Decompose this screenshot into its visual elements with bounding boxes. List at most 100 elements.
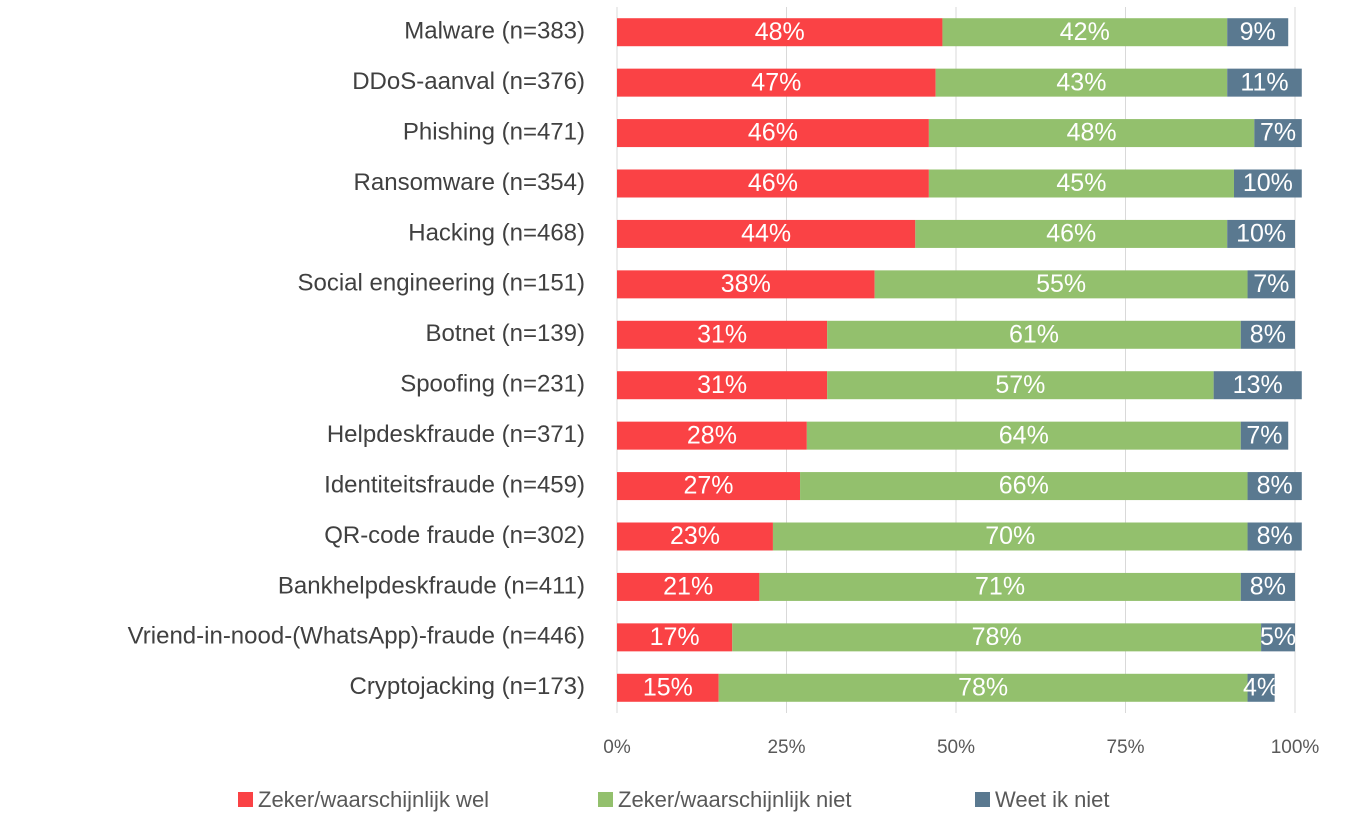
value-label: 28% <box>687 421 737 449</box>
value-label: 7% <box>1260 119 1296 147</box>
legend-label: Zeker/waarschijnlijk niet <box>618 787 852 812</box>
bar-segment <box>1227 68 1302 97</box>
value-label: 10% <box>1236 220 1286 248</box>
legend-swatch <box>975 792 990 807</box>
value-label: 66% <box>999 472 1049 500</box>
bar-segment <box>617 572 760 601</box>
value-label: 11% <box>1240 68 1288 96</box>
value-label: 15% <box>643 673 693 701</box>
bar-segment <box>1247 472 1302 501</box>
value-label: 8% <box>1257 522 1293 550</box>
bar-segment <box>617 371 828 400</box>
bar-segment <box>617 421 807 450</box>
value-label: 64% <box>999 421 1049 449</box>
category-label: Spoofing (n=231) <box>400 371 585 398</box>
category-label: Identiteitsfraude (n=459) <box>324 471 585 498</box>
bar-segment <box>1233 169 1302 198</box>
category-label: Social engineering (n=151) <box>297 270 585 297</box>
bar-segment <box>915 219 1228 248</box>
category-label: Cryptojacking (n=173) <box>350 673 585 700</box>
value-label: 17% <box>650 623 700 651</box>
value-label: 9% <box>1240 18 1276 46</box>
value-label: 10% <box>1243 169 1293 197</box>
value-label: 4% <box>1243 673 1279 701</box>
bar-segment <box>617 623 733 652</box>
bar-segment <box>1213 371 1302 400</box>
bar-segment <box>827 371 1214 400</box>
category-label: Phishing (n=471) <box>403 118 585 145</box>
value-label: 55% <box>1036 270 1086 298</box>
x-tick-label: 75% <box>1106 737 1144 758</box>
value-label: 5% <box>1260 623 1296 651</box>
value-label: 8% <box>1250 320 1286 348</box>
bar-segment <box>1247 270 1295 299</box>
category-label: DDoS-aanval (n=376) <box>352 68 585 95</box>
value-label: 57% <box>995 371 1045 399</box>
bar-segment <box>617 673 719 702</box>
bar-segment <box>806 421 1241 450</box>
category-label: Helpdeskfraude (n=371) <box>327 421 585 448</box>
bar-segment <box>1240 421 1289 450</box>
bar-segment <box>617 270 875 299</box>
bar-segment <box>1247 673 1275 702</box>
value-label: 43% <box>1056 68 1106 96</box>
value-label: 42% <box>1060 18 1110 46</box>
x-tick-label: 50% <box>937 737 975 758</box>
category-label: QR-code fraude (n=302) <box>324 522 585 549</box>
bar-segment <box>874 270 1248 299</box>
value-label: 70% <box>985 522 1035 550</box>
value-label: 48% <box>755 18 805 46</box>
bar-segment <box>1247 522 1302 551</box>
bar-segment <box>772 522 1248 551</box>
bar-segment <box>617 169 929 198</box>
bar-segment <box>1261 623 1295 652</box>
bar-segment <box>935 68 1228 97</box>
x-tick-label: 25% <box>767 737 805 758</box>
bar-segment <box>617 522 773 551</box>
bar-segment <box>759 572 1241 601</box>
value-label: 71% <box>975 573 1025 601</box>
value-label: 48% <box>1067 119 1117 147</box>
bar-segment <box>827 320 1241 349</box>
value-label: 7% <box>1246 421 1282 449</box>
value-label: 45% <box>1056 169 1106 197</box>
bar-segment <box>1240 320 1295 349</box>
bar-segment <box>617 68 936 97</box>
value-label: 78% <box>958 673 1008 701</box>
bar-segment <box>617 119 929 148</box>
value-label: 7% <box>1253 270 1289 298</box>
bar-segment <box>617 18 943 47</box>
bar-segment <box>1254 119 1302 148</box>
value-label: 23% <box>670 522 720 550</box>
category-label: Malware (n=383) <box>404 18 585 45</box>
legend-swatch <box>238 792 253 807</box>
bar-segment <box>617 472 801 501</box>
bar-segment <box>732 623 1262 652</box>
value-label: 46% <box>748 169 798 197</box>
value-label: 78% <box>972 623 1022 651</box>
value-label: 61% <box>1009 320 1059 348</box>
value-label: 38% <box>721 270 771 298</box>
bar-segment <box>1227 18 1289 47</box>
bar-segment <box>1227 219 1295 248</box>
bar-segment <box>617 320 828 349</box>
value-label: 31% <box>697 320 747 348</box>
legend-label: Weet ik niet <box>995 787 1110 812</box>
value-label: 8% <box>1250 573 1286 601</box>
value-label: 47% <box>751 68 801 96</box>
category-label: Bankhelpdeskfraude (n=411) <box>278 572 585 599</box>
bar-segment <box>617 219 916 248</box>
value-label: 27% <box>684 472 734 500</box>
category-label: Vriend-in-nood-(WhatsApp)-fraude (n=446) <box>128 623 585 650</box>
bar-segment <box>718 673 1248 702</box>
bar-segment <box>942 18 1228 47</box>
bar-segment <box>800 472 1248 501</box>
value-label: 21% <box>663 573 713 601</box>
bar-segment <box>928 119 1255 148</box>
x-tick-label: 0% <box>603 737 631 758</box>
category-label: Hacking (n=468) <box>408 219 585 246</box>
bar-segment <box>1240 572 1295 601</box>
value-label: 8% <box>1257 472 1293 500</box>
legend-swatch <box>598 792 613 807</box>
